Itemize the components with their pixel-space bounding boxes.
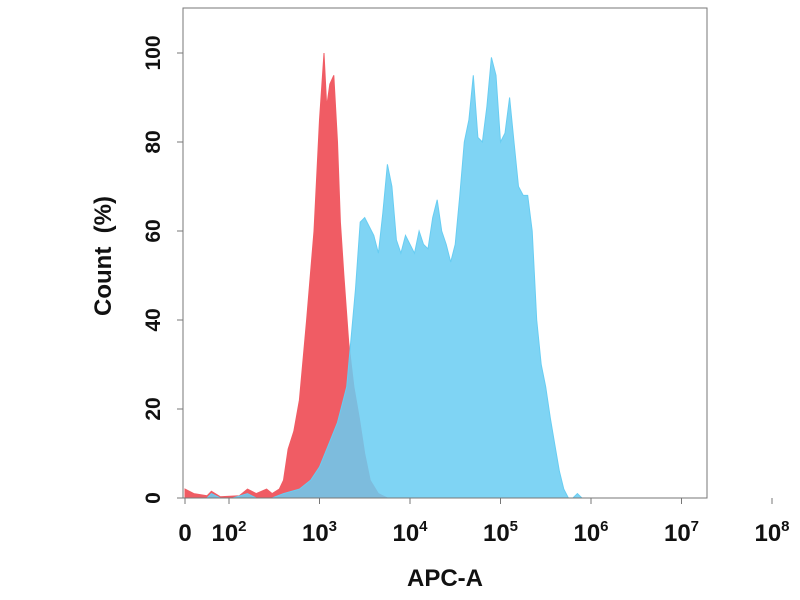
y-tick-label: 100 [142, 35, 165, 70]
x-tick-label: 103 [302, 518, 337, 547]
x-tick-label: 106 [573, 518, 608, 547]
x-tick-label: 107 [664, 518, 699, 547]
y-tick-label: 40 [142, 308, 165, 331]
x-tick-label: 105 [483, 518, 518, 547]
y-axis-ticks: 0 20 40 60 80 100 [142, 35, 183, 504]
series-layer [184, 52, 584, 499]
y-axis-label: Count (%) [90, 196, 117, 316]
y-tick-label: 20 [142, 397, 165, 420]
x-tick-label: 0 [178, 520, 191, 547]
y-tick-label: 0 [142, 492, 165, 504]
x-tick-label: 108 [754, 518, 789, 547]
series-area-2 [205, 57, 584, 499]
y-tick-label: 60 [142, 219, 165, 242]
x-tick-label: 102 [211, 518, 246, 547]
x-tick-label: 104 [392, 518, 428, 547]
y-tick-label: 80 [142, 130, 165, 153]
plot-frame [182, 7, 708, 499]
x-axis-ticks: 0 102 103 104 105 106 107 108 [178, 498, 790, 547]
x-axis-label: APC-A [407, 565, 483, 592]
